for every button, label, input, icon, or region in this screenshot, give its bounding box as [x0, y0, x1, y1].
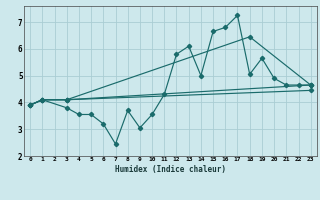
X-axis label: Humidex (Indice chaleur): Humidex (Indice chaleur)	[115, 165, 226, 174]
